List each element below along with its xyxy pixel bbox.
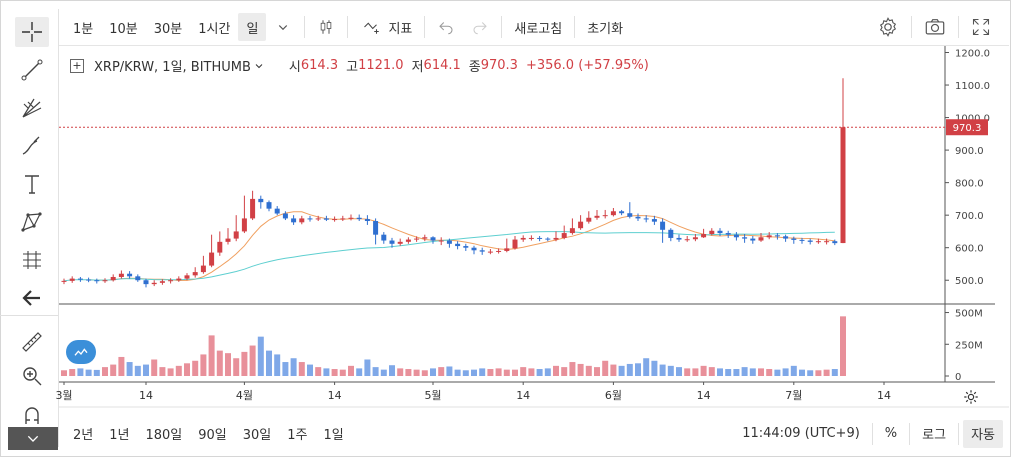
close-value: 970.3 <box>480 58 518 73</box>
redo-icon <box>473 22 488 35</box>
top-toolbar: 1분 10분 30분 1시간 일 지표 새로고침 초기화 <box>59 9 1009 46</box>
open-value: 614.3 <box>300 58 339 73</box>
trend-line-icon[interactable] <box>15 55 49 85</box>
symbol-label[interactable]: XRP/KRW, 1일, BITHUMB <box>94 60 251 75</box>
chevron-down-icon <box>279 25 288 31</box>
fullscreen-button[interactable] <box>963 13 999 41</box>
close-label: 종 <box>468 60 481 75</box>
bottom-toolbar: 2년 1년 180일 90일 30일 1주 1일 11:44:09 (UTC+9… <box>59 416 1009 451</box>
range-1d[interactable]: 1일 <box>323 428 344 443</box>
divider <box>304 16 306 38</box>
gear-icon <box>879 17 897 37</box>
range-1y[interactable]: 1년 <box>109 428 130 443</box>
divider <box>958 422 960 445</box>
range-90d[interactable]: 90일 <box>198 428 227 443</box>
indicators-label: 지표 <box>388 21 413 37</box>
zoom-in-icon[interactable] <box>15 361 49 391</box>
chevron-down-icon[interactable] <box>253 60 265 72</box>
divider <box>958 16 959 38</box>
interval-1m[interactable]: 1분 <box>73 21 94 37</box>
divider <box>871 422 873 445</box>
prediction-icon[interactable] <box>15 245 49 275</box>
auto-toggle[interactable]: 자동 <box>963 419 1003 448</box>
redo-button[interactable] <box>463 13 497 41</box>
range-30d[interactable]: 30일 <box>242 428 272 443</box>
high-label: 고 <box>346 60 359 75</box>
divider <box>424 16 426 38</box>
change-value: +356.0 (+57.95%) <box>525 58 649 73</box>
screenshot-button[interactable] <box>916 13 954 41</box>
camera-icon <box>925 19 945 35</box>
low-label: 저 <box>411 60 424 75</box>
range-180d[interactable]: 180일 <box>145 428 183 443</box>
expand-legend-icon[interactable]: + <box>70 58 84 73</box>
undo-button[interactable] <box>429 13 463 41</box>
refresh-button[interactable]: 새로고침 <box>514 21 563 37</box>
divider <box>574 16 576 38</box>
text-tool-icon[interactable] <box>15 169 49 199</box>
range-2y[interactable]: 2년 <box>73 428 94 443</box>
fullscreen-icon <box>972 18 990 36</box>
magnet-icon[interactable] <box>15 401 49 431</box>
divider <box>909 422 911 445</box>
divider <box>501 16 503 38</box>
chart-style-button[interactable] <box>309 13 343 41</box>
percent-toggle[interactable]: % <box>884 426 898 441</box>
brush-icon[interactable] <box>15 131 49 161</box>
crosshair-icon[interactable] <box>15 17 49 47</box>
axis-settings-icon[interactable] <box>960 386 982 408</box>
pattern-icon[interactable] <box>15 207 49 237</box>
candles-icon <box>321 20 332 34</box>
drawing-toolbar <box>0 9 59 447</box>
interval-dropdown[interactable] <box>266 13 300 41</box>
high-value: 1121.0 <box>358 58 404 73</box>
interval-10m[interactable]: 10분 <box>109 21 138 37</box>
back-arrow-icon[interactable] <box>15 283 49 313</box>
divider <box>911 16 912 38</box>
low-value: 614.1 <box>423 58 461 73</box>
divider <box>347 16 349 38</box>
fib-fan-icon[interactable] <box>15 93 49 123</box>
clock-time[interactable]: 11:44:09 (UTC+9) <box>742 426 860 441</box>
toolbar-divider <box>0 315 58 316</box>
ruler-icon[interactable] <box>15 327 49 357</box>
reset-button[interactable]: 초기화 <box>587 21 624 37</box>
open-label: 시 <box>288 60 301 75</box>
interval-1h[interactable]: 1시간 <box>198 21 231 37</box>
undo-icon <box>439 22 453 35</box>
logo-icon <box>66 340 96 364</box>
indicator-icon <box>364 22 380 34</box>
indicators-button[interactable]: 지표 <box>352 13 420 41</box>
log-toggle[interactable]: 로그 <box>922 428 947 443</box>
interval-1d[interactable]: 일 <box>238 13 267 41</box>
collapse-toolbar-icon[interactable] <box>8 427 58 450</box>
interval-30m[interactable]: 30분 <box>153 21 183 37</box>
range-1w[interactable]: 1주 <box>287 428 308 443</box>
settings-button[interactable] <box>869 13 907 41</box>
